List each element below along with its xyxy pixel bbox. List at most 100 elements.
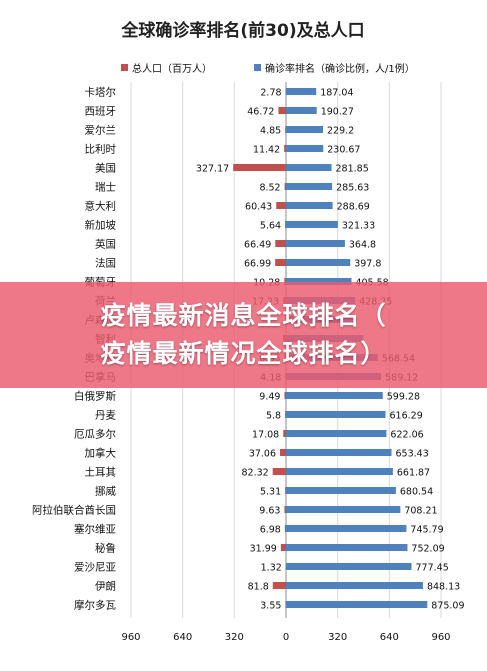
bar-rate [286, 145, 324, 152]
category-label: 比利时 [85, 143, 117, 156]
category-label: 瑞士 [95, 181, 116, 194]
value-label-rate: 281.85 [336, 164, 369, 175]
bar-rate [286, 183, 333, 190]
bar-population [280, 544, 286, 551]
bar-rate [286, 107, 317, 114]
bar-rate [286, 430, 387, 437]
value-label-rate: 288.69 [337, 202, 370, 213]
bar-population [275, 240, 286, 247]
category-label: 厄瓜多尔 [74, 428, 116, 441]
bar-population [285, 126, 286, 133]
chart-title: 全球确诊率排名(前30)及总人口 [120, 20, 364, 41]
value-label-rate: 364.8 [349, 240, 376, 251]
bar-rate [286, 202, 333, 209]
value-label-rate: 285.63 [336, 183, 369, 194]
value-label-rate: 190.27 [321, 107, 354, 118]
bar-population [284, 278, 286, 285]
value-label-population: 327.17 [196, 164, 229, 175]
legend-label-rate: 确诊率排名（确诊比例，人/1例） [265, 62, 415, 75]
bar-population [233, 164, 286, 171]
value-label-rate: 230.67 [327, 145, 360, 156]
bar-rate [286, 240, 345, 247]
bar-population [276, 202, 286, 209]
value-label-rate: 708.21 [404, 506, 437, 517]
value-label-population: 81.8 [248, 582, 269, 593]
x-tick-label: 320 [328, 632, 347, 643]
x-tick-label: 320 [225, 632, 244, 643]
category-label: 塞尔维亚 [74, 523, 116, 536]
bar-population [275, 259, 286, 266]
bar-rate [286, 544, 408, 551]
value-label-rate: 875.09 [431, 601, 464, 612]
bar-population [284, 145, 286, 152]
bar-population [285, 487, 286, 494]
bar-population [272, 582, 286, 589]
bar-rate [286, 278, 352, 285]
value-label-rate: 616.29 [390, 411, 423, 422]
category-label: 西班牙 [85, 106, 117, 118]
category-label: 挪威 [95, 485, 116, 498]
x-tick-label: 960 [121, 632, 140, 643]
bar-population [284, 525, 286, 532]
value-label-population: 60.43 [245, 202, 272, 213]
value-label-rate: 187.04 [320, 88, 353, 99]
value-label-population: 4.85 [260, 126, 281, 137]
x-tick-label: 960 [431, 632, 450, 643]
value-label-rate: 680.54 [400, 487, 433, 498]
value-label-population: 1.32 [261, 563, 282, 574]
category-label: 卡塔尔 [85, 86, 117, 99]
value-label-population: 2.78 [260, 88, 281, 99]
bar-rate [286, 487, 396, 494]
bar-population [272, 468, 286, 475]
bar-rate [286, 392, 383, 399]
bar-population [285, 601, 286, 608]
value-label-population: 11.42 [253, 145, 280, 156]
value-label-rate: 777.45 [416, 563, 449, 574]
bar-rate [286, 221, 338, 228]
category-label: 爱尔兰 [85, 124, 117, 137]
x-axis-ticks: 960 640 320 0 320 640 960 [121, 632, 450, 643]
value-label-population: 9.63 [259, 506, 280, 517]
value-label-population: 6.98 [260, 525, 281, 536]
value-label-rate: 848.13 [427, 582, 460, 593]
category-label: 法国 [95, 257, 116, 270]
bar-population [280, 449, 286, 456]
bar-rate [286, 601, 428, 608]
bar-rate [286, 411, 386, 418]
category-label: 丹麦 [95, 410, 116, 422]
category-label: 伊朗 [95, 581, 116, 593]
legend: 总人口（百万人） 确诊率排名（确诊比例，人/1例） [121, 62, 415, 75]
bar-population [284, 506, 286, 513]
bar-rate [286, 164, 332, 171]
category-label: 英国 [95, 238, 116, 251]
category-label: 摩尔多瓦 [74, 599, 116, 612]
value-label-rate: 599.28 [387, 392, 420, 403]
category-label: 阿拉伯联合酋长国 [32, 504, 116, 517]
value-label-rate: 397.8 [354, 259, 381, 270]
value-label-rate: 622.06 [390, 430, 423, 441]
value-label-population: 5.8 [266, 411, 281, 422]
overlay-line-2: 疫情最新情况全球排名） [100, 339, 387, 368]
category-label: 白俄罗斯 [74, 390, 116, 403]
category-label: 土耳其 [85, 466, 117, 479]
bar-rate [286, 88, 317, 95]
value-label-rate: 745.79 [410, 525, 443, 536]
x-tick-label: 640 [380, 632, 399, 643]
bar-population [285, 221, 286, 228]
x-tick-label: 640 [173, 632, 192, 643]
bar-population [284, 392, 286, 399]
bar-rate [286, 126, 324, 133]
category-label: 新加坡 [85, 219, 117, 232]
value-label-population: 37.06 [249, 449, 276, 460]
value-label-rate: 752.09 [411, 544, 444, 555]
value-label-rate: 661.87 [397, 468, 430, 479]
value-label-population: 66.49 [244, 240, 271, 251]
value-label-population: 17.08 [252, 430, 279, 441]
value-label-population: 8.52 [259, 183, 280, 194]
category-label: 意大利 [85, 200, 117, 213]
bar-rate [286, 582, 423, 589]
overlay-banner: 疫情最新消息全球排名（ 疫情最新情况全球排名） [0, 282, 487, 388]
bar-rate [286, 563, 412, 570]
category-label: 秘鲁 [95, 542, 116, 555]
category-label: 美国 [95, 162, 116, 175]
